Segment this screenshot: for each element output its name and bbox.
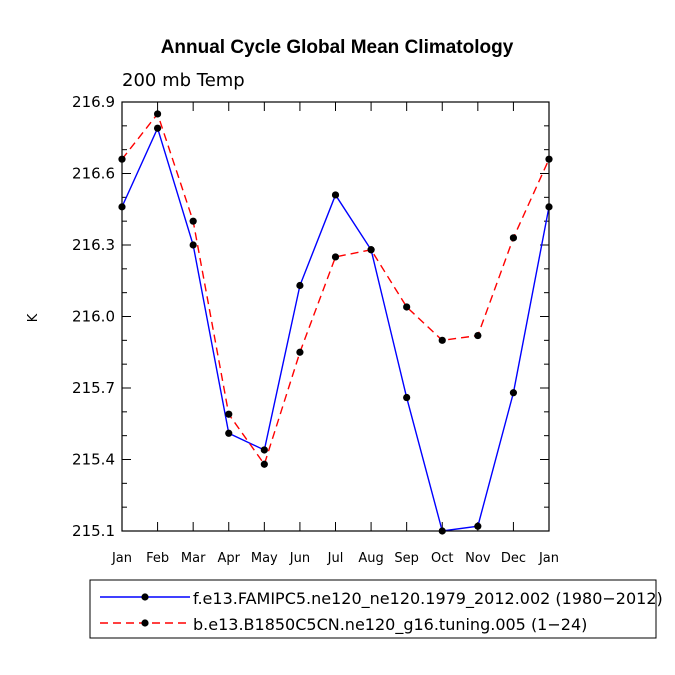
series-1-point xyxy=(509,389,518,397)
x-tick-label: Aug xyxy=(358,551,383,566)
series-2-point xyxy=(474,331,482,340)
x-tick-label: Apr xyxy=(218,551,241,566)
series-2-point xyxy=(296,348,304,356)
series-2-point xyxy=(403,303,411,311)
series-1-line xyxy=(121,126,550,532)
legend-entry-1-marker xyxy=(141,593,149,601)
legend-entry-2-marker xyxy=(141,619,149,627)
series-2-point xyxy=(153,110,162,118)
series-2-line xyxy=(121,112,550,466)
series-2-point xyxy=(438,336,446,344)
x-tick-label: Jan xyxy=(111,551,132,566)
y-tick-label: 216.6 xyxy=(72,165,115,183)
x-tick-label: Feb xyxy=(146,551,169,566)
chart-subtitle: 200 mb Temp xyxy=(122,70,245,91)
x-tick-label: Dec xyxy=(501,551,526,566)
series-1-point xyxy=(331,191,340,199)
chart-title: Annual Cycle Global Mean Climatology xyxy=(161,37,514,58)
legend-entry-2-label: b.e13.B1850C5CN.ne120_g16.tuning.005 (1−… xyxy=(193,615,587,635)
series-1-point xyxy=(225,429,233,437)
series-2-point xyxy=(509,234,518,242)
series-2-point xyxy=(331,253,340,261)
series-2-point xyxy=(367,246,375,254)
x-tick-label: Jul xyxy=(327,551,344,566)
legend: f.e13.FAMIPC5.ne120_ne120.1979_2012.002 … xyxy=(89,579,663,639)
x-tick-label: Sep xyxy=(394,551,419,566)
plot-frame xyxy=(121,101,550,532)
series-1-point xyxy=(189,241,197,249)
legend-entry-1-label: f.e13.FAMIPC5.ne120_ne120.1979_2012.002 … xyxy=(193,589,663,609)
y-tick-label: 216.3 xyxy=(72,236,115,254)
x-tick-label: Jun xyxy=(289,551,310,566)
x-tick-label: Nov xyxy=(465,551,491,566)
y-tick-label: 215.7 xyxy=(72,379,115,397)
series-1-point xyxy=(403,393,411,402)
series-1-point xyxy=(474,522,482,530)
series-1-point xyxy=(296,281,304,290)
x-tick-label: Jan xyxy=(538,551,559,566)
y-tick-label: 215.4 xyxy=(72,451,115,469)
series-2-point xyxy=(225,410,233,418)
series-1-point xyxy=(260,446,268,454)
x-tick-label: May xyxy=(251,551,278,566)
tick-layer: Jan Feb Mar Apr May Jun Jul Aug Sep Oct Nov Dec Jan 2… xyxy=(72,93,559,566)
series-2-point xyxy=(189,217,197,225)
y-tick-label: 216.0 xyxy=(72,308,115,326)
series-2-point xyxy=(260,460,268,468)
y-tick-label: 215.1 xyxy=(72,522,115,540)
series-layer xyxy=(118,110,553,535)
x-tick-label: Oct xyxy=(431,551,453,566)
series-1-point xyxy=(153,124,162,132)
y-tick-label: 216.9 xyxy=(72,93,115,111)
legend-box xyxy=(89,579,657,639)
y-axis-label: K xyxy=(26,313,41,322)
x-tick-label: Mar xyxy=(181,551,206,566)
